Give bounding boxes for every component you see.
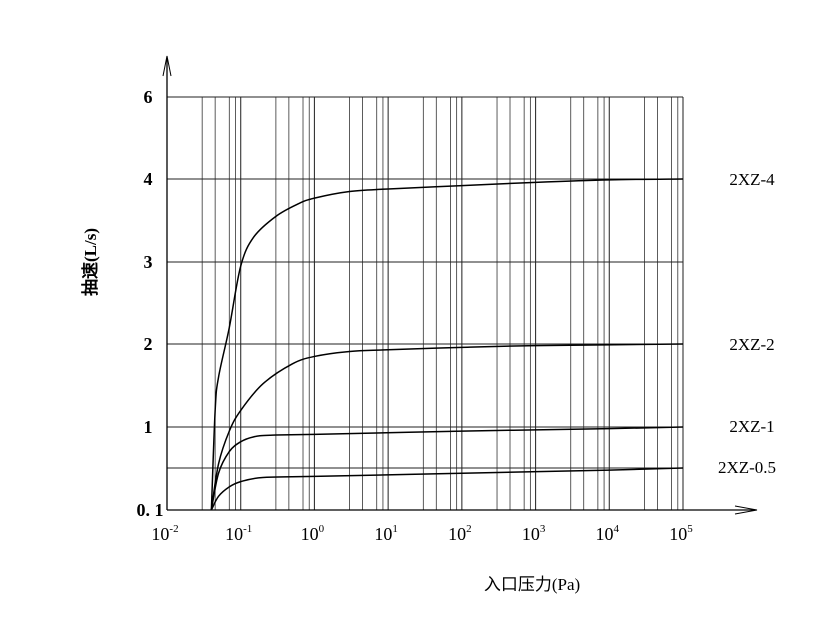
x-axis-label: 入口压力(Pa) bbox=[484, 575, 580, 594]
series-curve-2xz-1 bbox=[210, 426, 684, 511]
tick-exponent: 0 bbox=[319, 523, 325, 535]
y-tick-label: 6 bbox=[144, 87, 153, 107]
tick-exponent: 3 bbox=[540, 523, 546, 535]
tick-exponent: 1 bbox=[392, 523, 398, 535]
y-axis-arrow-icon bbox=[162, 55, 172, 77]
x-tick-label: 10-2 bbox=[151, 523, 178, 544]
tick-base: 10 bbox=[151, 524, 169, 544]
grid bbox=[167, 96, 684, 510]
y-tick-label: 4 bbox=[144, 169, 153, 189]
series-label: 2XZ-0.5 bbox=[718, 458, 776, 477]
x-tick-label: 103 bbox=[522, 523, 546, 544]
series-curve-2xz-0.5 bbox=[210, 467, 684, 511]
y-tick-labels: 0. 1 1 2 3 4 6 bbox=[137, 87, 164, 520]
axes bbox=[162, 55, 758, 515]
x-tick-labels: 10-2 10-1 100 101 102 103 104 105 bbox=[151, 523, 693, 544]
tick-base: 10 bbox=[522, 524, 540, 544]
tick-base: 10 bbox=[374, 524, 392, 544]
series-labels: 2XZ-4 2XZ-2 2XZ-1 2XZ-0.5 bbox=[718, 170, 776, 477]
tick-exponent: -2 bbox=[169, 523, 178, 535]
x-axis-arrow-icon bbox=[734, 505, 758, 515]
tick-exponent: 5 bbox=[687, 523, 693, 535]
series-label: 2XZ-1 bbox=[729, 417, 774, 436]
x-tick-label: 100 bbox=[301, 523, 325, 544]
tick-base: 10 bbox=[301, 524, 319, 544]
series-label: 2XZ-2 bbox=[729, 335, 774, 354]
y-tick-label: 1 bbox=[144, 417, 153, 437]
tick-exponent: -1 bbox=[243, 523, 252, 535]
series-curve-2xz-4 bbox=[210, 178, 684, 511]
x-tick-label: 104 bbox=[596, 523, 620, 544]
tick-base: 10 bbox=[225, 524, 243, 544]
tick-base: 10 bbox=[596, 524, 614, 544]
x-tick-label: 105 bbox=[669, 523, 693, 544]
y-axis-label: 抽速(L/s) bbox=[80, 228, 100, 296]
tick-base: 10 bbox=[448, 524, 466, 544]
x-tick-label: 10-1 bbox=[225, 523, 252, 544]
series-curve-2xz-2 bbox=[210, 343, 684, 511]
x-tick-label: 101 bbox=[374, 523, 398, 544]
curves bbox=[210, 178, 684, 511]
y-tick-label: 2 bbox=[144, 334, 153, 354]
series-label: 2XZ-4 bbox=[729, 170, 775, 189]
y-tick-label: 3 bbox=[144, 252, 153, 272]
tick-base: 10 bbox=[669, 524, 687, 544]
tick-exponent: 4 bbox=[614, 523, 620, 535]
x-tick-label: 102 bbox=[448, 523, 472, 544]
tick-exponent: 2 bbox=[466, 523, 472, 535]
y-tick-label: 0. 1 bbox=[137, 500, 164, 520]
